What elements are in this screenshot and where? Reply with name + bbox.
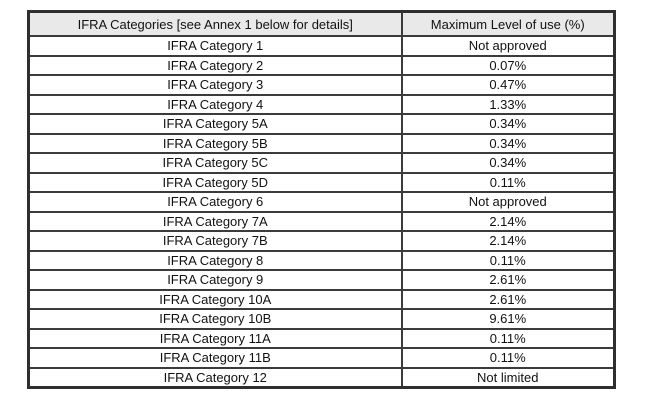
table-row: IFRA Category 3 0.47% xyxy=(27,74,616,96)
category-cell: IFRA Category 7A xyxy=(27,210,403,232)
table-row: IFRA Category 5B 0.34% xyxy=(27,132,616,154)
table-row: IFRA Category 5A 0.34% xyxy=(27,113,616,135)
max-level-cell: 2.61% xyxy=(400,288,616,310)
category-cell: IFRA Category 5A xyxy=(27,113,403,135)
table-row: IFRA Category 5D 0.11% xyxy=(27,171,616,193)
max-level-cell: 9.61% xyxy=(400,308,616,330)
max-level-cell: 0.11% xyxy=(400,249,616,271)
category-cell: IFRA Category 10B xyxy=(27,308,403,330)
table-row: IFRA Category 8 0.11% xyxy=(27,249,616,271)
max-level-cell: 2.14% xyxy=(400,210,616,232)
max-level-cell: 0.47% xyxy=(400,74,616,96)
category-cell: IFRA Category 12 xyxy=(27,366,403,389)
max-level-cell: 0.34% xyxy=(400,132,616,154)
category-cell: IFRA Category 7B xyxy=(27,230,403,252)
table-row: IFRA Category 4 1.33% xyxy=(27,93,616,115)
table-row: IFRA Category 11B 0.11% xyxy=(27,347,616,369)
table-row: IFRA Category 1 Not approved xyxy=(27,35,616,57)
max-level-cell: Not approved xyxy=(400,35,616,57)
table-header-row: IFRA Categories [see Annex 1 below for d… xyxy=(27,10,616,37)
max-level-cell: Not approved xyxy=(400,191,616,213)
category-cell: IFRA Category 8 xyxy=(27,249,403,271)
max-level-cell: 0.07% xyxy=(400,54,616,76)
table-row: IFRA Category 5C 0.34% xyxy=(27,152,616,174)
table-row: IFRA Category 10B 9.61% xyxy=(27,308,616,330)
table-row: IFRA Category 2 0.07% xyxy=(27,54,616,76)
max-level-cell: 0.34% xyxy=(400,152,616,174)
table-row: IFRA Category 11A 0.11% xyxy=(27,327,616,349)
category-cell: IFRA Category 11A xyxy=(27,327,403,349)
table-body: IFRA Category 1 Not approved IFRA Catego… xyxy=(27,35,616,389)
category-cell: IFRA Category 9 xyxy=(27,269,403,291)
category-cell: IFRA Category 1 xyxy=(27,35,403,57)
column-header-categories: IFRA Categories [see Annex 1 below for d… xyxy=(27,10,403,37)
column-header-max-level: Maximum Level of use (%) xyxy=(400,10,616,37)
category-cell: IFRA Category 6 xyxy=(27,191,403,213)
table-row: IFRA Category 7B 2.14% xyxy=(27,230,616,252)
ifra-categories-table: IFRA Categories [see Annex 1 below for d… xyxy=(27,10,616,389)
table-row: IFRA Category 6 Not approved xyxy=(27,191,616,213)
category-cell: IFRA Category 10A xyxy=(27,288,403,310)
max-level-cell: 0.11% xyxy=(400,327,616,349)
category-cell: IFRA Category 3 xyxy=(27,74,403,96)
max-level-cell: 0.11% xyxy=(400,171,616,193)
max-level-cell: 0.34% xyxy=(400,113,616,135)
table-row: IFRA Category 9 2.61% xyxy=(27,269,616,291)
category-cell: IFRA Category 5B xyxy=(27,132,403,154)
table-row: IFRA Category 10A 2.61% xyxy=(27,288,616,310)
max-level-cell: 0.11% xyxy=(400,347,616,369)
category-cell: IFRA Category 4 xyxy=(27,93,403,115)
category-cell: IFRA Category 11B xyxy=(27,347,403,369)
category-cell: IFRA Category 5C xyxy=(27,152,403,174)
max-level-cell: Not limited xyxy=(400,366,616,389)
category-cell: IFRA Category 5D xyxy=(27,171,403,193)
table-row: IFRA Category 12 Not limited xyxy=(27,366,616,389)
table-row: IFRA Category 7A 2.14% xyxy=(27,210,616,232)
max-level-cell: 2.14% xyxy=(400,230,616,252)
max-level-cell: 1.33% xyxy=(400,93,616,115)
category-cell: IFRA Category 2 xyxy=(27,54,403,76)
max-level-cell: 2.61% xyxy=(400,269,616,291)
